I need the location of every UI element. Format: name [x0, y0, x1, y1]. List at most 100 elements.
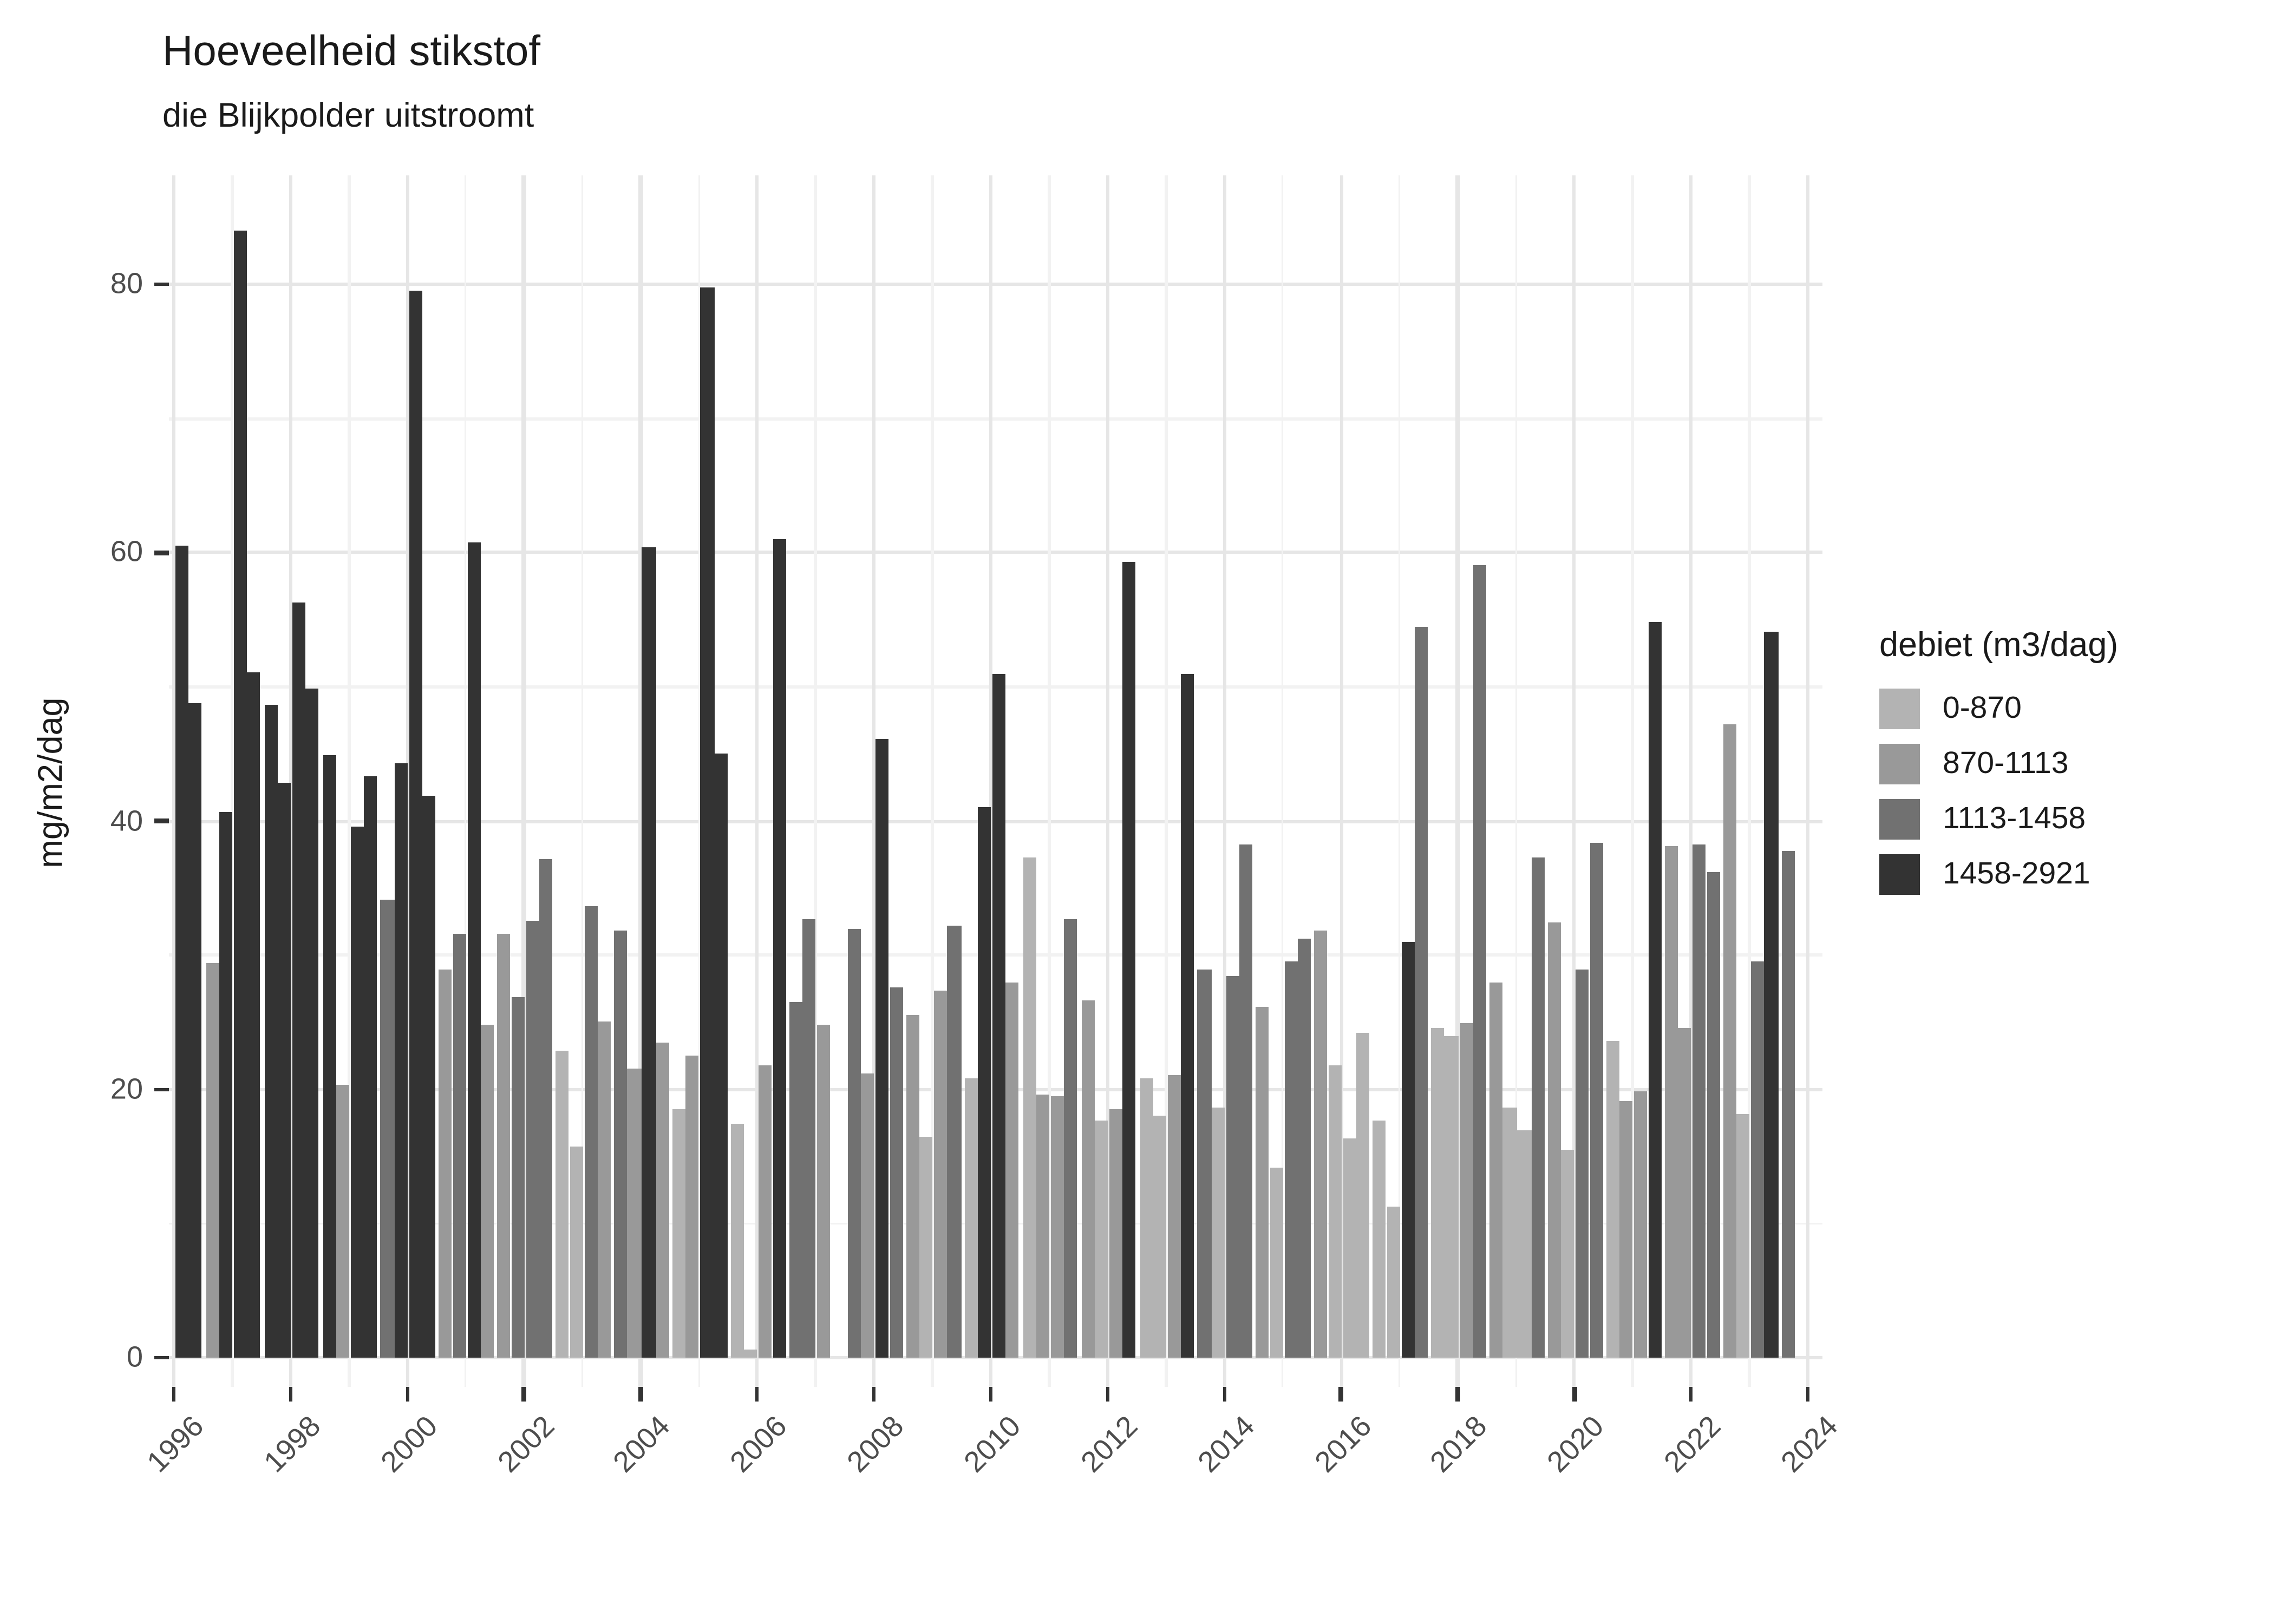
gridline-y-major: [169, 283, 1822, 286]
bar: [1328, 1065, 1342, 1358]
bar: [1531, 857, 1545, 1358]
bar: [948, 926, 961, 1358]
bar: [1445, 1036, 1458, 1358]
x-tick-label: 2004: [607, 1410, 677, 1479]
bar: [1005, 982, 1020, 1358]
bar: [714, 754, 728, 1358]
bar: [1122, 562, 1136, 1358]
bar: [1022, 857, 1036, 1358]
bar: [1678, 1027, 1691, 1358]
x-tick-mark: [1806, 1387, 1810, 1402]
bar: [847, 928, 861, 1358]
bar: [233, 231, 247, 1358]
gridline-x-minor: [1281, 175, 1284, 1387]
bar: [569, 1147, 583, 1358]
bar: [1198, 968, 1211, 1358]
x-tick-mark: [1689, 1387, 1694, 1402]
bar: [322, 755, 336, 1358]
gridline-y-minor: [169, 417, 1822, 420]
bar: [731, 1124, 744, 1358]
legend-item-label: 870-1113: [1943, 746, 2069, 781]
legend: debiet (m3/dag) 0-870 870-1113 1113-1458 14…: [1879, 627, 2118, 909]
x-tick-label: 2000: [374, 1410, 443, 1479]
legend-item: 1113-1458: [1879, 799, 2118, 840]
x-tick-mark: [638, 1387, 643, 1402]
bar: [305, 688, 319, 1358]
gridline-x-minor: [1748, 175, 1751, 1387]
x-tick-mark: [288, 1387, 293, 1402]
bar: [350, 826, 364, 1358]
gridline-x-minor: [581, 175, 584, 1387]
bar: [1226, 975, 1239, 1358]
y-tick-label: 80: [110, 267, 143, 300]
x-tick-label: 2016: [1308, 1410, 1377, 1479]
bar: [759, 1065, 773, 1358]
chart-subtitle: die Blijkpolder uitstroomt: [162, 97, 534, 135]
gridline-x-minor: [697, 175, 701, 1387]
gridline-x-minor: [1631, 175, 1635, 1387]
legend-item-label: 1113-1458: [1943, 801, 2086, 836]
bar: [1181, 673, 1194, 1358]
bar: [452, 934, 466, 1358]
x-tick-label: 2014: [1191, 1410, 1260, 1479]
bar: [802, 919, 816, 1358]
bar: [1211, 1106, 1225, 1358]
bar: [525, 920, 539, 1358]
bar: [701, 287, 714, 1358]
x-tick-label: 2022: [1658, 1410, 1727, 1479]
gridline-x-minor: [931, 175, 934, 1387]
x-tick-label: 2020: [1541, 1410, 1611, 1479]
legend-item-label: 1458-2921: [1943, 856, 2090, 891]
bar: [1314, 929, 1328, 1358]
bar: [1606, 1041, 1620, 1358]
bar: [1298, 939, 1311, 1358]
bar: [1356, 1033, 1370, 1358]
x-tick-label: 1998: [257, 1410, 327, 1479]
bar: [1284, 961, 1298, 1358]
x-tick-mark: [1455, 1387, 1460, 1402]
legend-swatch: [1879, 854, 1920, 895]
bar: [889, 987, 903, 1358]
y-tick-mark: [154, 1087, 169, 1091]
bar: [1503, 1106, 1517, 1358]
y-tick-mark: [154, 283, 169, 287]
bar: [1036, 1095, 1050, 1358]
bar: [1386, 1206, 1400, 1358]
legend-item: 1458-2921: [1879, 854, 2118, 895]
x-tick-mark: [172, 1387, 176, 1402]
bar: [394, 763, 408, 1358]
bar: [1081, 1000, 1095, 1358]
x-tick-label: 2008: [841, 1410, 910, 1479]
bar: [539, 859, 553, 1358]
x-tick-mark: [1222, 1387, 1226, 1402]
bar: [1256, 1006, 1270, 1358]
bar: [1548, 921, 1561, 1358]
bar: [934, 990, 948, 1358]
bar: [1589, 842, 1603, 1358]
bar: [205, 963, 219, 1358]
bar: [1561, 1150, 1575, 1358]
y-tick-label: 20: [110, 1072, 143, 1105]
x-tick-mark: [1572, 1387, 1577, 1402]
bar: [1518, 1129, 1531, 1358]
bar: [556, 1050, 570, 1358]
x-tick-label: 2006: [724, 1410, 794, 1479]
bar: [1473, 565, 1486, 1358]
bar: [188, 703, 202, 1358]
bar: [1619, 1101, 1633, 1358]
legend-title: debiet (m3/dag): [1879, 627, 2119, 664]
bar: [1167, 1075, 1181, 1358]
bar: [656, 1042, 669, 1358]
gridline-x-major: [522, 175, 526, 1387]
gridline-x-major: [1339, 175, 1343, 1387]
bar: [1693, 843, 1707, 1358]
x-tick-label: 2012: [1074, 1410, 1144, 1479]
legend-swatch: [1879, 744, 1920, 784]
bar: [1414, 626, 1428, 1358]
x-tick-label: 2024: [1775, 1410, 1844, 1479]
bar: [906, 1016, 919, 1358]
bar: [1781, 850, 1795, 1358]
bar: [685, 1056, 700, 1358]
bar: [1239, 843, 1253, 1358]
legend-swatch: [1879, 799, 1920, 840]
